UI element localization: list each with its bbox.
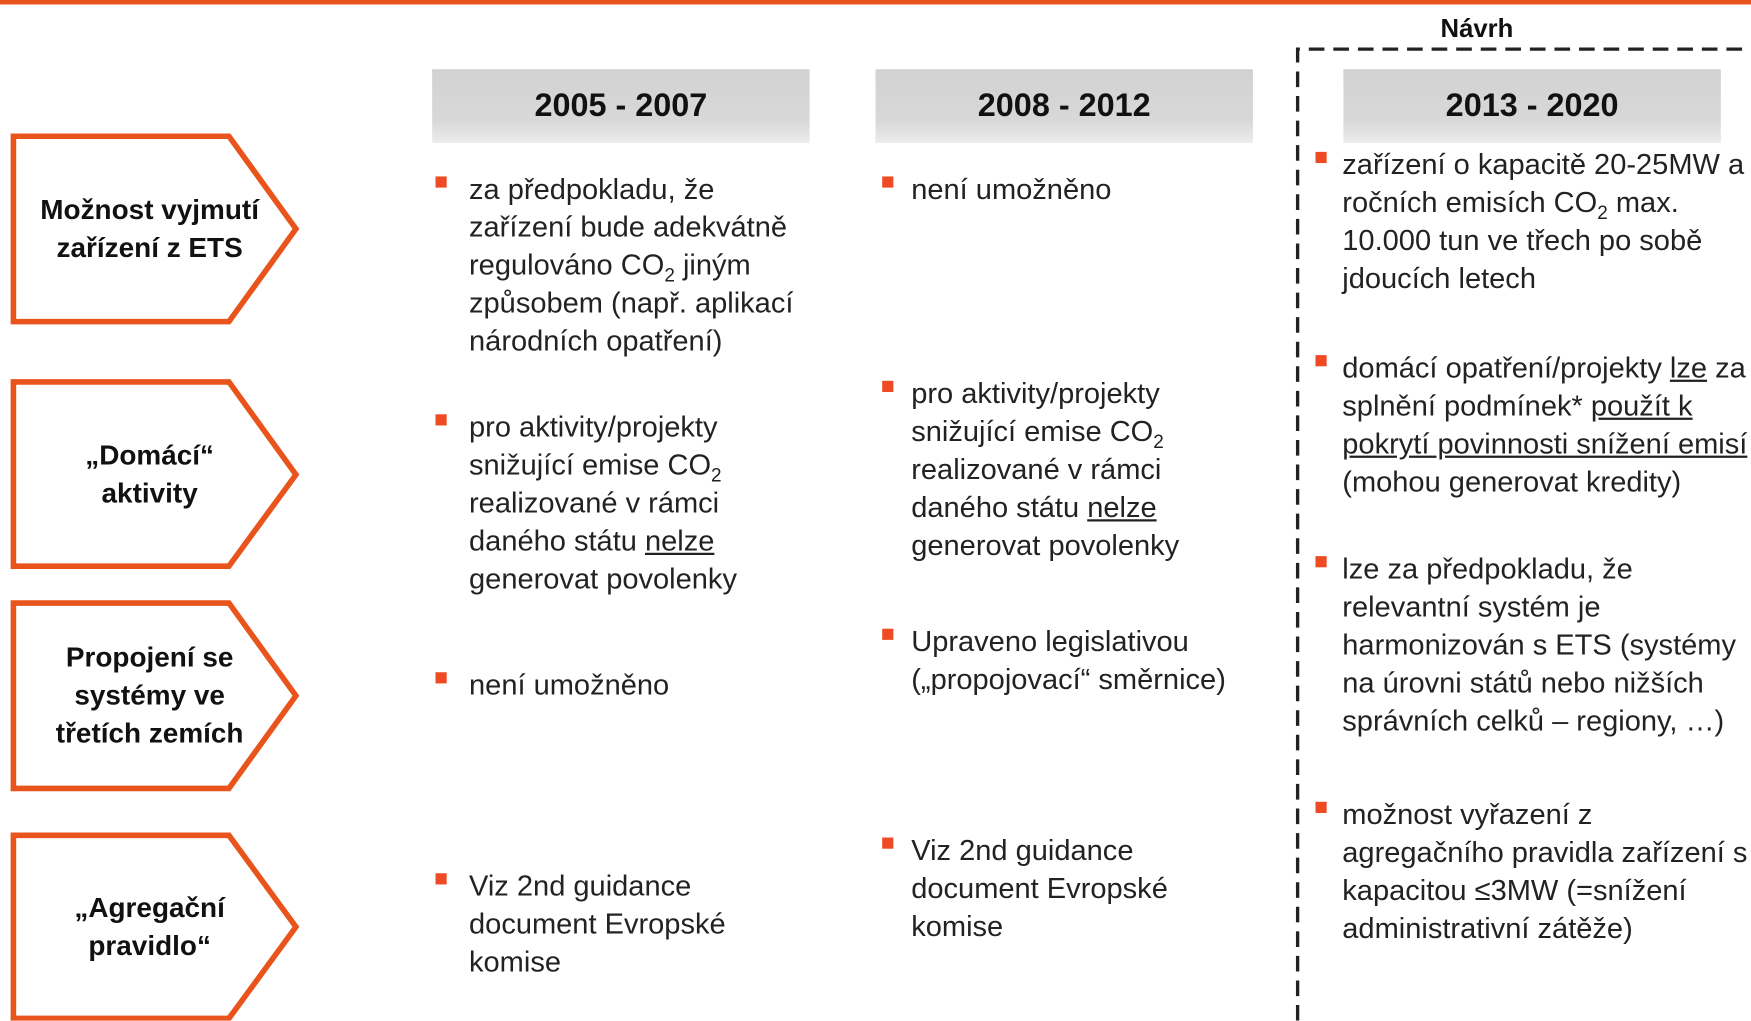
underline-text: nelze [644, 523, 715, 558]
bullet [882, 837, 894, 849]
row-arrow [10, 379, 300, 569]
text-run: realizované v rámci daného státu [469, 485, 720, 558]
text-run: pro aktivity/projekty snižující emise CO [911, 376, 1160, 448]
proposal-label: Návrh [1440, 13, 1514, 43]
text-run: realizované v rámci daného státu [911, 452, 1162, 524]
text-run: Upraveno legislativou („propojovací“ smě… [911, 624, 1226, 696]
bullet [1315, 151, 1327, 164]
text-run: není umožněno [911, 171, 1112, 206]
text-run: Viz 2nd guidance document Evropské komis… [911, 833, 1168, 943]
sub-text: 2 [664, 264, 675, 286]
bullet-text: Viz 2nd guidance document Evropské komis… [911, 831, 1257, 945]
text-run: max. 10.000 tun ve třech po sobě jdoucíc… [1342, 185, 1703, 295]
row-label: Možnost vyjmutí zařízení z ETS [20, 136, 279, 321]
text-run: není umožněno [469, 667, 670, 702]
sub-text: 2 [1597, 202, 1608, 224]
row-arrow [10, 832, 300, 1021]
text-run: lze za předpokladu, že relevantní systém… [1342, 551, 1736, 738]
text-run: za předpokladu, že zařízení bude adekvát… [469, 171, 788, 282]
underline-text: lze [1669, 350, 1708, 385]
bullet [435, 672, 447, 684]
bullet [1315, 355, 1327, 367]
bullet-text: pro aktivity/projekty snižující emise CO… [911, 374, 1257, 564]
sub-text: 2 [1153, 431, 1164, 453]
bullet [435, 414, 447, 426]
bullet-text: Viz 2nd guidance document Evropské komis… [469, 867, 804, 981]
top-rule [0, 0, 1751, 5]
period-header: 2013 - 2020 [1343, 69, 1721, 143]
bullet-text: lze za předpokladu, že relevantní systém… [1342, 549, 1751, 739]
row-label: „Agregační pravidlo“ [20, 835, 279, 1018]
bullet-text: není umožněno [911, 170, 1257, 208]
underline-text: použít k pokrytí povinnosti snížení emis… [1342, 388, 1748, 461]
row-label-text: „Domácí“ aktivity [85, 439, 215, 509]
row-label-text: „Agregační pravidlo“ [74, 892, 225, 962]
bullet [1315, 801, 1327, 813]
bullet [882, 628, 894, 640]
row-label-text: Možnost vyjmutí zařízení z ETS [40, 194, 259, 264]
row-label: „Domácí“ aktivity [20, 382, 279, 566]
underline-text: nelze [1087, 490, 1157, 524]
sub-text: 2 [711, 464, 722, 486]
text-run: možnost vyřazení z agregačního pravidla … [1342, 797, 1748, 945]
bullet-text: za předpokladu, že zařízení bude adekvát… [469, 170, 804, 360]
text-run: jiným způsobem (např. aplikací národních… [469, 247, 794, 358]
bullet-text: pro aktivity/projekty snižující emise CO… [469, 408, 804, 598]
bullet [1315, 556, 1327, 568]
text-run: generovat povolenky [911, 528, 1180, 562]
bullet [435, 873, 447, 885]
row-label-text: Propojení se systémy ve třetích zemích [55, 642, 244, 750]
bullet-text: Upraveno legislativou („propojovací“ smě… [911, 622, 1257, 698]
text-run: domácí opatření/projekty [1342, 350, 1670, 385]
row-arrow [10, 133, 300, 325]
bullet-text: možnost vyřazení z agregačního pravidla … [1342, 795, 1751, 947]
bullet [882, 380, 894, 392]
proposal-frame [1295, 47, 1751, 1021]
row-label: Propojení se systémy ve třetích zemích [20, 603, 279, 788]
text-run: Viz 2nd guidance document Evropské komis… [469, 868, 726, 979]
bullet-text: není umožněno [469, 666, 804, 704]
period-header: 2008 - 2012 [875, 69, 1253, 143]
text-run: pro aktivity/projekty snižující emise CO [469, 409, 718, 482]
text-run: (mohou generovat kredity) [1342, 464, 1682, 499]
text-run: generovat povolenky [469, 561, 737, 596]
bullet [882, 176, 894, 188]
row-arrow [10, 600, 300, 792]
bullet-text: zařízení o kapacitě 20-25MW a ročních em… [1342, 145, 1751, 297]
period-header: 2005 - 2007 [432, 69, 810, 143]
text-run: za splnění podmínek* [1342, 350, 1746, 423]
text-run: zařízení o kapacitě 20-25MW a ročních em… [1342, 147, 1745, 219]
bullet-text: domácí opatření/projekty lze za splnění … [1342, 348, 1751, 500]
bullet [435, 176, 447, 188]
